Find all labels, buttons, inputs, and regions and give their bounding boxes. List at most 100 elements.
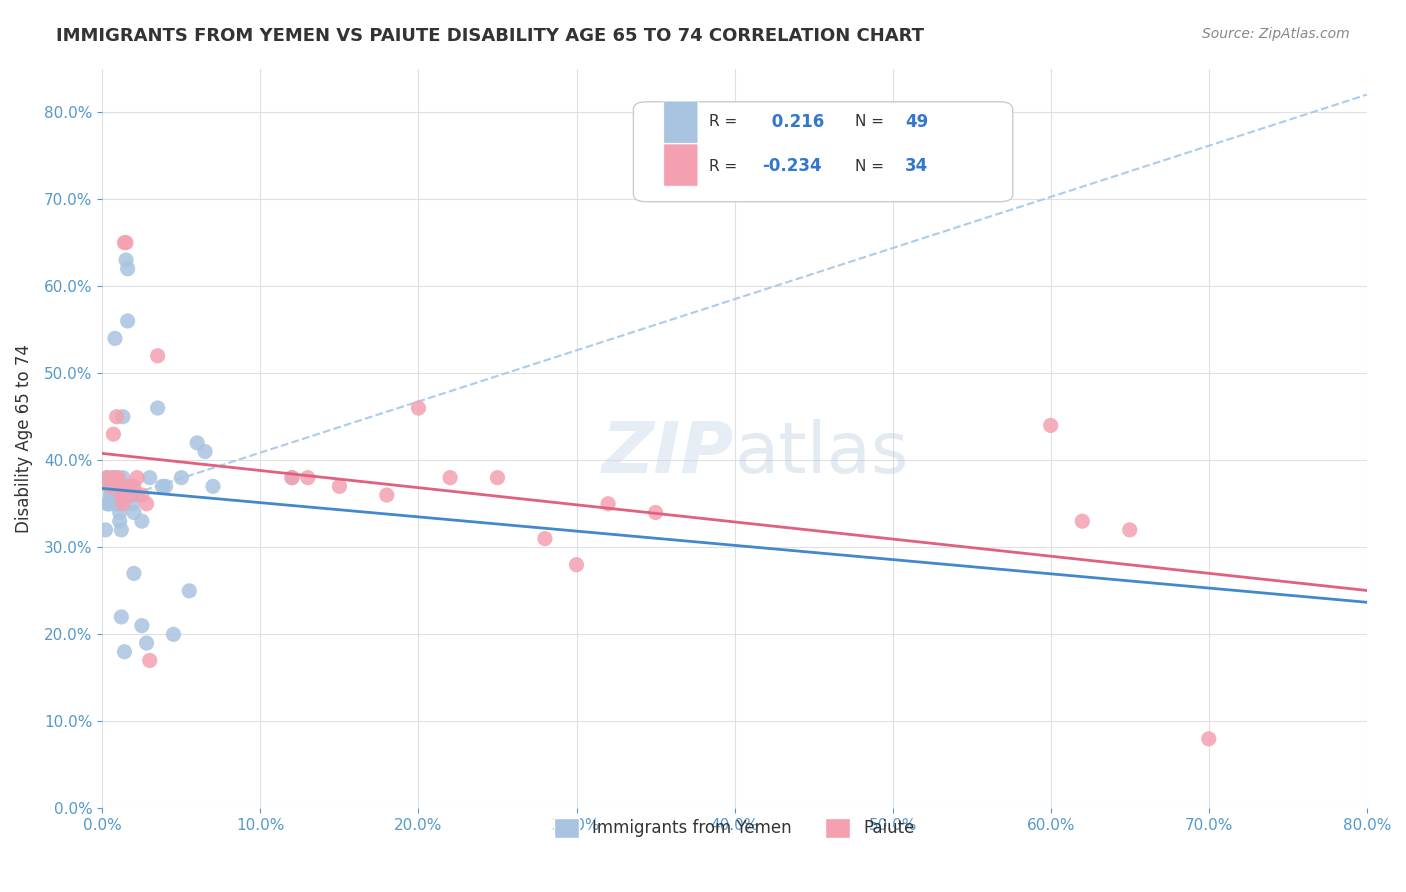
Point (486, 470, 509, 484)
Point (375, 488, 398, 502)
Point (155, 479, 177, 493)
Point (108, 479, 131, 493)
Point (139, 653, 162, 667)
Point (97, 497, 120, 511)
Point (439, 470, 461, 484)
Point (103, 470, 125, 484)
Point (281, 470, 304, 484)
Point (111, 470, 134, 484)
Point (117, 479, 139, 493)
Point (127, 488, 149, 502)
FancyBboxPatch shape (664, 144, 697, 186)
Point (105, 488, 128, 502)
Point (108, 506, 131, 520)
Point (152, 479, 174, 493)
Point (120, 488, 142, 502)
Point (114, 235, 136, 250)
Point (1119, 523, 1142, 537)
Point (1071, 514, 1094, 528)
Text: IMMIGRANTS FROM YEMEN VS PAIUTE DISABILITY AGE 65 TO 74 CORRELATION CHART: IMMIGRANTS FROM YEMEN VS PAIUTE DISABILI… (56, 27, 924, 45)
Point (115, 253, 138, 268)
Point (131, 618, 153, 632)
Point (127, 470, 149, 484)
Text: N =: N = (855, 114, 889, 129)
Point (110, 523, 132, 537)
Point (94, 523, 117, 537)
Point (104, 331, 127, 345)
Point (131, 514, 153, 528)
Point (111, 409, 134, 424)
Point (105, 409, 128, 424)
Point (98, 479, 121, 493)
Text: N =: N = (855, 159, 889, 174)
Point (179, 583, 201, 598)
Point (120, 488, 142, 502)
Point (170, 470, 193, 484)
Point (98, 488, 121, 502)
Point (122, 566, 145, 581)
Text: R =: R = (709, 159, 742, 174)
Point (408, 401, 430, 415)
Point (114, 488, 136, 502)
Text: -0.234: -0.234 (762, 157, 823, 175)
Text: Source: ZipAtlas.com: Source: ZipAtlas.com (1202, 27, 1350, 41)
Point (139, 470, 162, 484)
Point (146, 401, 169, 415)
Point (115, 235, 138, 250)
Point (534, 532, 557, 546)
FancyBboxPatch shape (634, 102, 1012, 202)
Point (162, 627, 184, 641)
Point (105, 497, 128, 511)
Point (297, 470, 319, 484)
Point (146, 349, 169, 363)
Point (98, 479, 121, 493)
Point (101, 470, 124, 484)
Point (110, 610, 132, 624)
Point (117, 314, 139, 328)
Point (104, 470, 127, 484)
Point (96, 470, 118, 484)
Point (135, 636, 157, 650)
Point (565, 558, 588, 572)
Y-axis label: Disability Age 65 to 74: Disability Age 65 to 74 (15, 344, 32, 533)
Legend: Immigrants from Yemen, Paiute: Immigrants from Yemen, Paiute (547, 811, 922, 845)
Point (114, 645, 136, 659)
Point (281, 470, 304, 484)
Point (194, 444, 217, 458)
Point (97, 479, 120, 493)
Point (598, 497, 620, 511)
Point (122, 479, 145, 493)
Point (131, 488, 153, 502)
Point (111, 497, 134, 511)
Point (644, 506, 666, 520)
Text: ZIP: ZIP (602, 418, 734, 488)
FancyBboxPatch shape (664, 101, 697, 144)
Point (110, 488, 132, 502)
Point (107, 470, 129, 484)
Point (121, 497, 143, 511)
Point (201, 479, 224, 493)
Point (186, 435, 208, 450)
Text: 34: 34 (905, 157, 928, 175)
Point (108, 514, 131, 528)
Point (107, 488, 129, 502)
Point (117, 261, 139, 276)
Text: R =: R = (709, 114, 742, 129)
Point (103, 479, 125, 493)
Text: atlas: atlas (734, 418, 908, 488)
Point (1039, 418, 1062, 433)
Point (101, 488, 124, 502)
Point (104, 470, 127, 484)
Point (120, 479, 142, 493)
Point (122, 506, 145, 520)
Point (328, 479, 350, 493)
Text: 0.216: 0.216 (766, 112, 824, 131)
Point (103, 427, 125, 442)
Point (96, 470, 118, 484)
Point (96, 497, 118, 511)
Point (107, 497, 129, 511)
Point (1198, 731, 1220, 746)
Point (135, 497, 157, 511)
Point (98, 497, 121, 511)
Text: 49: 49 (905, 112, 928, 131)
